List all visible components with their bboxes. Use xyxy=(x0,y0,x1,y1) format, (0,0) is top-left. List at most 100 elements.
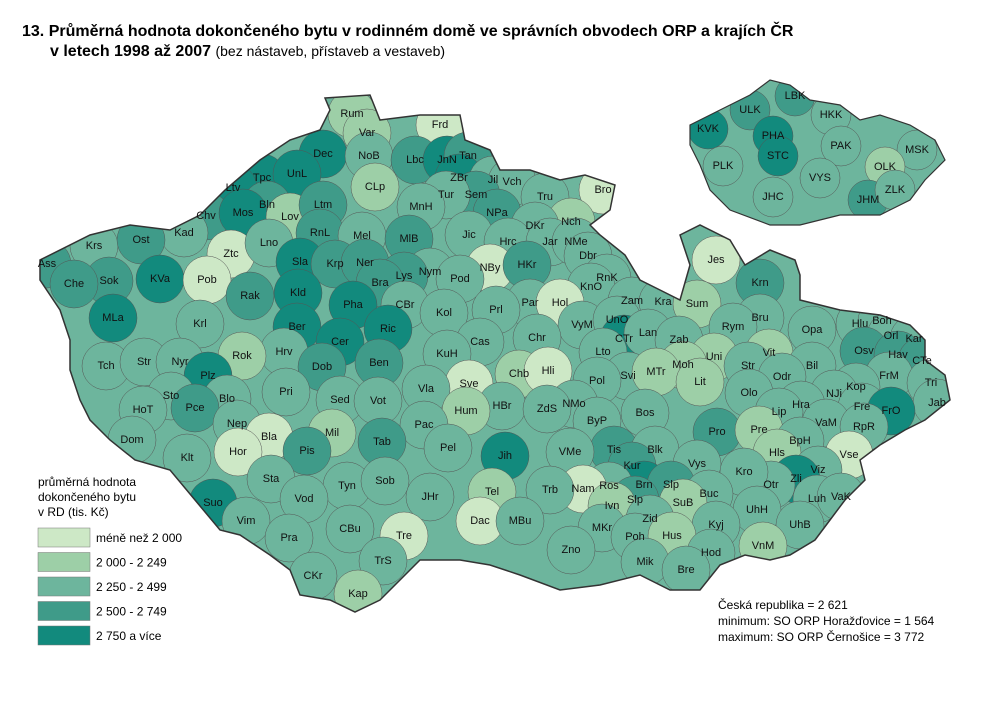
region-label: NMe xyxy=(564,236,587,248)
region-label: Otr xyxy=(763,479,779,491)
region-label: Krs xyxy=(86,240,103,252)
region-label: Bra xyxy=(371,277,389,289)
region-label: Sum xyxy=(686,298,709,310)
region-label: Frd xyxy=(432,119,449,131)
region-area xyxy=(350,162,400,212)
region-label: Ivn xyxy=(605,500,620,512)
region-label: Jih xyxy=(498,450,512,462)
region-label: KVK xyxy=(697,123,720,135)
region-label: Osv xyxy=(854,345,874,357)
region-label: Vse xyxy=(840,449,859,461)
region-label: Tch xyxy=(97,360,114,372)
region-label: Nep xyxy=(227,418,247,430)
region-label: Pod xyxy=(450,273,470,285)
region-label: Ltm xyxy=(314,199,332,211)
region-label: Sok xyxy=(100,275,119,287)
region-label: HBr xyxy=(493,400,512,412)
region-label: Blo xyxy=(219,393,235,405)
region-label: Chr xyxy=(528,332,546,344)
region-label: VMe xyxy=(559,446,582,458)
inset-outline xyxy=(689,79,946,226)
region-label: Luh xyxy=(808,493,826,505)
region-label: Olo xyxy=(740,387,757,399)
region-label: JHC xyxy=(762,191,783,203)
region-label: Ltv xyxy=(226,182,241,194)
region-label: Bla xyxy=(261,431,278,443)
region-label: Pac xyxy=(415,419,434,431)
region-label: ULK xyxy=(739,104,761,116)
region-label: Rak xyxy=(240,290,260,302)
region-label: VaM xyxy=(815,417,837,429)
region-label: Viz xyxy=(810,464,825,476)
region-label: Sem xyxy=(465,189,488,201)
region-label: Rym xyxy=(722,321,745,333)
region-label: CTr xyxy=(615,333,633,345)
region-area xyxy=(162,433,212,483)
region-label: FrM xyxy=(879,370,899,382)
region-label: Moh xyxy=(672,359,693,371)
region-label: Nym xyxy=(419,266,442,278)
region-label: SuB xyxy=(673,497,694,509)
legend-swatch xyxy=(37,625,91,646)
region-label: Pre xyxy=(750,424,767,436)
region-area xyxy=(405,472,455,522)
region-area xyxy=(261,367,311,417)
region-label: Lys xyxy=(396,270,413,282)
region-label: Pro xyxy=(708,426,725,438)
region-label: Uni xyxy=(706,351,723,363)
note: maximum: SO ORP Černošice = 3 772 xyxy=(718,629,925,644)
region-label: Hlu xyxy=(852,318,869,330)
region-label: Nch xyxy=(561,216,581,228)
legend-title: dokončeného bytu xyxy=(38,490,136,504)
subtitle: v letech 1998 až 2007 (bez nástaveb, pří… xyxy=(50,43,445,60)
region-label: NMo xyxy=(562,398,585,410)
region-label: ByP xyxy=(587,415,607,427)
region-label: Bos xyxy=(636,407,655,419)
country-outline xyxy=(39,94,951,613)
region-label: Jab xyxy=(928,397,946,409)
region-label: Vch xyxy=(503,176,522,188)
region-label: Bln xyxy=(259,199,275,211)
region-label: ZBr xyxy=(450,172,468,184)
region-label: ZLK xyxy=(885,184,906,196)
region-label: Lov xyxy=(281,211,299,223)
region-label: Mik xyxy=(636,556,654,568)
region-label: Pha xyxy=(343,299,363,311)
region-label: Dec xyxy=(313,148,333,160)
region-label: Brn xyxy=(635,479,652,491)
region-label: Lbc xyxy=(406,154,424,166)
region-label: Vys xyxy=(688,458,706,470)
region-label: Fre xyxy=(854,401,871,413)
region-label: PLK xyxy=(713,160,734,172)
region-area xyxy=(757,135,799,177)
region-label: Sta xyxy=(263,473,280,485)
region-label: Zno xyxy=(562,544,581,556)
region-label: Jes xyxy=(707,254,725,266)
region-label: Bil xyxy=(806,360,818,372)
region-label: NPa xyxy=(486,207,508,219)
region-label: Zab xyxy=(670,334,689,346)
region-label: Sed xyxy=(330,394,350,406)
region-label: Tis xyxy=(607,444,622,456)
region-area xyxy=(675,357,725,407)
region-label: KuH xyxy=(436,348,457,360)
region-label: Lto xyxy=(595,346,610,358)
region-label: Tri xyxy=(925,377,937,389)
region-label: Hum xyxy=(454,405,477,417)
region-label: Dbr xyxy=(579,250,597,262)
notes: Česká republika = 2 621 minimum: SO ORP H… xyxy=(718,597,935,644)
region-label: Jic xyxy=(462,229,476,241)
region-label: VaK xyxy=(831,491,852,503)
title-note: (bez nástaveb, přístaveb a vestaveb) xyxy=(215,43,445,59)
region-label: MlB xyxy=(400,233,419,245)
region-label: Bre xyxy=(677,564,694,576)
legend-title: v RD (tis. Kč) xyxy=(38,505,109,519)
region-label: Ber xyxy=(288,321,305,333)
region-label: VYS xyxy=(809,172,831,184)
region-label: Hol xyxy=(552,297,569,309)
region-label: Jil xyxy=(488,174,498,186)
region-label: Slp xyxy=(663,479,679,491)
region-label: Vit xyxy=(763,347,776,359)
region-label: NoB xyxy=(358,150,379,162)
